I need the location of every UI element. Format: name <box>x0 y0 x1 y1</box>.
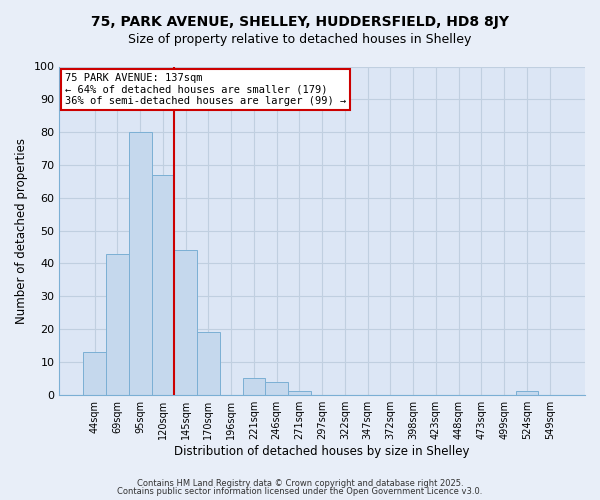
Text: Size of property relative to detached houses in Shelley: Size of property relative to detached ho… <box>128 32 472 46</box>
Bar <box>106 254 129 394</box>
Bar <box>515 392 538 394</box>
Bar <box>288 392 311 394</box>
Text: Contains HM Land Registry data © Crown copyright and database right 2025.: Contains HM Land Registry data © Crown c… <box>137 478 463 488</box>
Bar <box>152 175 175 394</box>
Text: Contains public sector information licensed under the Open Government Licence v3: Contains public sector information licen… <box>118 487 482 496</box>
Y-axis label: Number of detached properties: Number of detached properties <box>15 138 28 324</box>
X-axis label: Distribution of detached houses by size in Shelley: Distribution of detached houses by size … <box>175 444 470 458</box>
Bar <box>83 352 106 395</box>
Bar <box>197 332 220 394</box>
Bar <box>242 378 265 394</box>
Text: 75, PARK AVENUE, SHELLEY, HUDDERSFIELD, HD8 8JY: 75, PARK AVENUE, SHELLEY, HUDDERSFIELD, … <box>91 15 509 29</box>
Bar <box>129 132 152 394</box>
Bar <box>175 250 197 394</box>
Bar <box>265 382 288 394</box>
Text: 75 PARK AVENUE: 137sqm
← 64% of detached houses are smaller (179)
36% of semi-de: 75 PARK AVENUE: 137sqm ← 64% of detached… <box>65 73 346 106</box>
